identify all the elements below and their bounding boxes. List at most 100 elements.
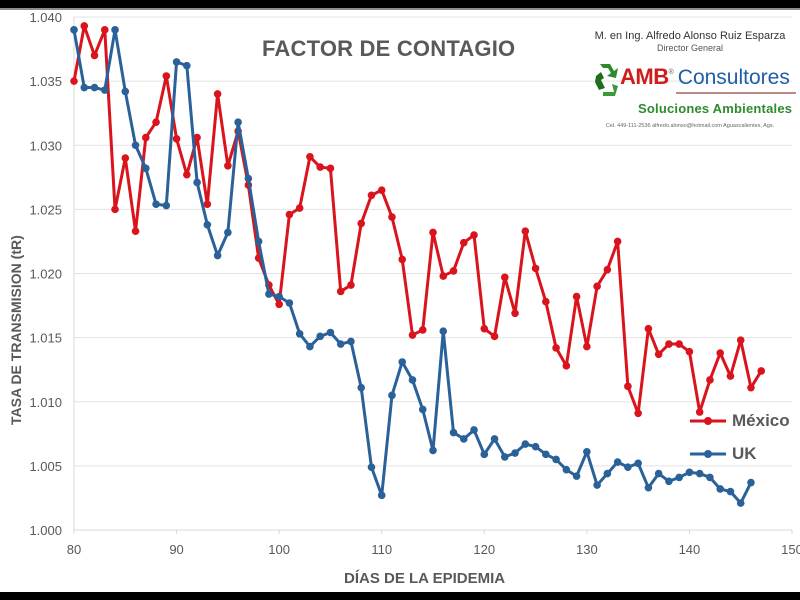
data-point-mexico (736, 336, 745, 344)
data-point-mexico (552, 344, 560, 352)
data-point-uk (388, 391, 396, 400)
data-point-mexico (275, 300, 283, 309)
data-point-uk (90, 83, 99, 92)
y-axis-label: TASA DE TRANSMISION (tR) (8, 235, 24, 425)
x-tick-label: 110 (371, 542, 392, 557)
data-point-mexico (747, 383, 755, 392)
data-point-uk (408, 376, 417, 384)
registered-mark: ® (668, 69, 674, 76)
x-tick-label: 120 (473, 542, 495, 557)
logo-underline (676, 92, 796, 94)
data-point-uk (685, 468, 694, 477)
data-point-mexico (726, 372, 735, 380)
data-point-mexico (459, 238, 468, 247)
data-point-mexico (316, 163, 324, 171)
data-point-uk (121, 87, 130, 96)
data-point-uk (224, 228, 232, 237)
data-point-uk (367, 463, 376, 471)
data-point-mexico (90, 51, 99, 60)
data-point-uk (203, 220, 212, 229)
data-point-mexico (685, 347, 694, 356)
data-point-mexico (408, 331, 417, 339)
data-point-uk (265, 290, 273, 298)
data-point-mexico (152, 118, 160, 126)
data-point-uk (183, 61, 191, 70)
data-point-uk (603, 469, 612, 478)
legend-item-mexico: México (688, 404, 790, 437)
data-point-mexico (634, 409, 642, 418)
data-point-mexico (675, 340, 683, 348)
data-point-mexico (336, 287, 345, 296)
data-point-uk (244, 174, 253, 183)
data-point-mexico (357, 219, 366, 228)
data-point-mexico (665, 340, 673, 348)
y-tick-label: 1.040 (29, 10, 62, 25)
data-point-uk (131, 141, 140, 150)
data-point-mexico (388, 213, 396, 221)
data-point-uk (706, 473, 714, 482)
data-point-uk (624, 463, 632, 471)
y-tick-label: 1.005 (29, 459, 62, 474)
legend-label-uk: UK (732, 443, 757, 463)
data-point-mexico (542, 297, 550, 306)
data-point-mexico (572, 292, 581, 301)
y-tick-label: 1.015 (29, 331, 62, 346)
data-point-uk (542, 450, 550, 459)
logo-mark: AMB (620, 64, 669, 89)
y-tick-label: 1.020 (29, 267, 62, 282)
data-point-uk (634, 459, 642, 468)
data-point-uk (459, 435, 468, 443)
data-point-uk (193, 178, 201, 187)
data-point-mexico (224, 161, 232, 170)
data-point-uk (162, 201, 171, 210)
data-point-mexico (418, 326, 427, 334)
contact-info: Cel. 449-111-2536 alfredo.alonso@hotmail… (605, 123, 775, 129)
data-point-mexico (367, 191, 376, 200)
data-point-uk (111, 26, 119, 34)
data-point-mexico (501, 273, 509, 282)
data-point-uk (347, 337, 355, 346)
data-point-mexico (521, 227, 530, 235)
data-point-mexico (213, 90, 222, 98)
data-point-uk (613, 458, 622, 466)
data-point-uk (418, 405, 427, 414)
data-point-mexico (706, 376, 714, 384)
data-point-mexico (449, 267, 458, 275)
data-point-mexico (644, 324, 653, 333)
data-point-mexico (193, 133, 201, 142)
data-point-uk (449, 428, 458, 437)
data-point-uk (572, 472, 581, 480)
data-point-mexico (531, 264, 540, 273)
y-tick-label: 1.010 (29, 395, 62, 410)
data-point-uk (552, 455, 560, 464)
tagline: Soluciones Ambientales (638, 101, 793, 116)
data-point-mexico (695, 408, 704, 416)
data-point-mexico (470, 231, 478, 239)
data-point-mexico (111, 205, 119, 214)
x-tick-label: 100 (268, 542, 290, 557)
data-point-mexico (398, 255, 407, 264)
data-point-mexico (172, 135, 181, 143)
data-point-mexico (347, 281, 355, 289)
data-point-uk (398, 358, 407, 366)
data-point-mexico (121, 154, 130, 162)
data-point-uk (747, 478, 755, 487)
data-point-mexico (511, 309, 519, 318)
axes (73, 17, 793, 534)
data-point-uk (716, 485, 724, 493)
data-point-uk (736, 499, 745, 507)
data-point-uk (100, 86, 109, 94)
data-point-uk (593, 481, 601, 489)
logo-name: Consultores (677, 66, 790, 89)
data-point-uk (429, 446, 437, 455)
recycle-icon (595, 64, 618, 96)
legend-swatch-mexico (690, 416, 726, 425)
data-point-uk (511, 449, 519, 457)
data-point-mexico (480, 324, 489, 333)
data-point-uk (70, 26, 78, 34)
data-point-mexico (100, 26, 109, 34)
data-point-mexico (131, 227, 140, 235)
series-layer (70, 22, 766, 507)
top-black-border (0, 0, 800, 8)
data-point-uk (501, 453, 509, 461)
